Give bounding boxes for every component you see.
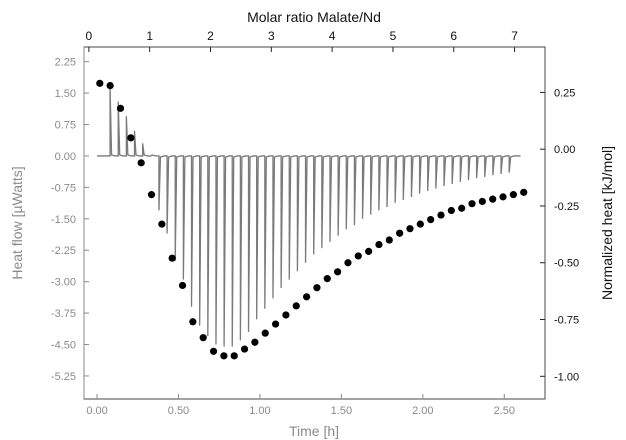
normalized-heat-point (189, 318, 197, 326)
right-tick-label: -0.75 (554, 315, 579, 327)
bottom-tick-label: 0.00 (86, 405, 107, 417)
bottom-tick-label: 1.50 (331, 405, 352, 417)
normalized-heat-points (96, 79, 528, 360)
normalized-heat-point (116, 104, 125, 112)
normalized-heat-point (458, 204, 466, 212)
normalized-heat-point (385, 236, 393, 244)
normalized-heat-point (251, 338, 259, 346)
right-tick-label: 0.00 (554, 144, 575, 156)
left-tick-label: 0.00 (55, 151, 76, 163)
left-tick-label: 2.25 (55, 57, 76, 69)
normalized-heat-point (416, 220, 424, 228)
normalized-heat-point (127, 134, 135, 142)
normalized-heat-point (220, 352, 228, 360)
right-tick-label: 0.25 (554, 87, 575, 99)
normalized-heat-point (375, 240, 383, 249)
right-axis-ticks: 0.25 0.00 -0.25 -0.50 -0.75 -1.00 (540, 87, 579, 383)
normalized-heat-point (344, 259, 352, 267)
heat-flow-line (97, 86, 521, 347)
normalized-heat-point (520, 188, 528, 196)
normalized-heat-point (168, 254, 176, 262)
normalized-heat-point (271, 320, 280, 328)
normalized-heat-point (261, 329, 269, 337)
normalized-heat-point (137, 159, 145, 167)
normalized-heat-point (106, 82, 114, 90)
bottom-tick-label: 0.50 (168, 405, 189, 417)
left-tick-label: -4.50 (51, 340, 76, 352)
top-tick-label: 7 (511, 29, 518, 43)
normalized-heat-point (447, 206, 455, 215)
normalized-heat-point (199, 334, 207, 342)
bottom-tick-label: 2.00 (412, 405, 433, 417)
left-tick-label: -5.25 (51, 371, 76, 383)
normalized-heat-point (478, 197, 486, 206)
left-tick-label: -0.75 (51, 182, 76, 194)
normalized-heat-point (178, 281, 187, 290)
bottom-axis-title: Time [h] (289, 423, 339, 439)
normalized-heat-point (499, 193, 507, 201)
top-axis-ticks: 0 1 2 3 4 5 6 7 (86, 29, 518, 52)
top-tick-label: 1 (146, 29, 153, 43)
normalized-heat-point (334, 268, 342, 276)
normalized-heat-point (147, 191, 156, 199)
normalized-heat-point (240, 345, 249, 353)
top-tick-label: 4 (329, 29, 336, 43)
top-axis-title: Molar ratio Malate/Nd (247, 9, 381, 25)
left-tick-label: -3.00 (51, 277, 76, 289)
bottom-tick-label: 1.00 (249, 405, 270, 417)
normalized-heat-point (396, 229, 404, 237)
right-tick-label: -0.50 (554, 258, 579, 270)
normalized-heat-point (230, 352, 238, 360)
normalized-heat-point (437, 211, 445, 219)
top-tick-label: 3 (268, 29, 275, 43)
top-tick-label: 5 (390, 29, 397, 43)
top-tick-label: 2 (207, 29, 214, 43)
normalized-heat-point (302, 293, 311, 301)
left-tick-label: -3.75 (51, 308, 76, 320)
normalized-heat-point (354, 252, 362, 260)
left-tick-label: 0.75 (55, 120, 76, 132)
bottom-tick-label: 2.50 (494, 405, 515, 417)
normalized-heat-point (427, 215, 435, 224)
left-axis-title: Heat flow [µWatts] (9, 166, 25, 279)
normalized-heat-point (323, 275, 331, 283)
left-tick-label: -2.25 (51, 245, 76, 257)
normalized-heat-point (509, 191, 517, 199)
top-tick-label: 6 (450, 29, 457, 43)
bottom-axis-ticks: 0.00 0.50 1.00 1.50 2.00 2.50 (86, 394, 515, 417)
left-tick-label: -1.50 (51, 214, 76, 226)
normalized-heat-point (468, 200, 476, 208)
normalized-heat-point (96, 79, 104, 87)
normalized-heat-point (282, 311, 290, 319)
right-axis-title: Normalized heat [kJ/mol] (599, 146, 615, 300)
normalized-heat-point (313, 284, 321, 292)
normalized-heat-point (158, 220, 166, 228)
right-tick-label: -0.25 (554, 201, 579, 213)
normalized-heat-point (209, 347, 218, 355)
left-tick-label: 1.50 (55, 88, 76, 100)
normalized-heat-point (406, 225, 414, 233)
top-tick-label: 0 (86, 29, 93, 43)
normalized-heat-point (292, 302, 300, 310)
normalized-heat-point (489, 195, 497, 203)
right-tick-label: -1.00 (554, 371, 579, 383)
left-axis-ticks: 2.25 1.50 0.75 0.00 -0.75 -1.50 -2.25 -3.00 -3.7… (51, 57, 89, 383)
heat-flow-trace (97, 86, 521, 347)
normalized-heat-point (365, 247, 373, 255)
